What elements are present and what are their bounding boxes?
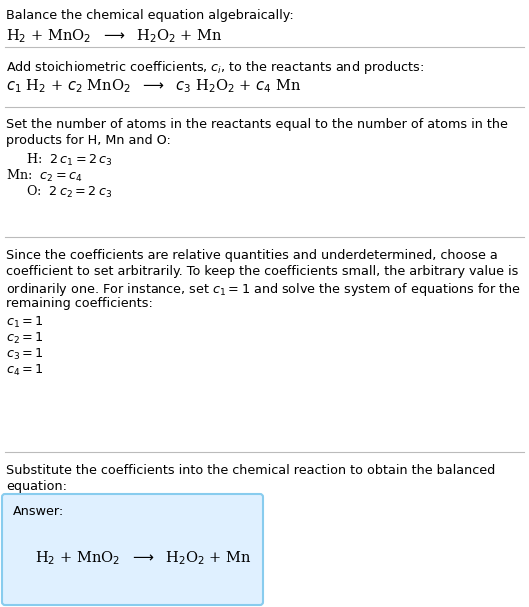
Text: H:  $2\,c_1 = 2\,c_3$: H: $2\,c_1 = 2\,c_3$ xyxy=(18,152,113,168)
Text: $c_1$ H$_2$ + $c_2$ MnO$_2$  $\longrightarrow$  $c_3$ H$_2$O$_2$ + $c_4$ Mn: $c_1$ H$_2$ + $c_2$ MnO$_2$ $\longrighta… xyxy=(6,77,302,95)
Text: ordinarily one. For instance, set $c_1 = 1$ and solve the system of equations fo: ordinarily one. For instance, set $c_1 =… xyxy=(6,281,521,298)
FancyBboxPatch shape xyxy=(2,494,263,605)
Text: coefficient to set arbitrarily. To keep the coefficients small, the arbitrary va: coefficient to set arbitrarily. To keep … xyxy=(6,265,518,278)
Text: $c_2 = 1$: $c_2 = 1$ xyxy=(6,331,44,346)
Text: Answer:: Answer: xyxy=(13,505,64,518)
Text: Add stoichiometric coefficients, $c_i$, to the reactants and products:: Add stoichiometric coefficients, $c_i$, … xyxy=(6,59,424,76)
Text: Mn:  $c_2 = c_4$: Mn: $c_2 = c_4$ xyxy=(6,168,83,184)
Text: equation:: equation: xyxy=(6,480,67,493)
Text: H$_2$ + MnO$_2$  $\longrightarrow$  H$_2$O$_2$ + Mn: H$_2$ + MnO$_2$ $\longrightarrow$ H$_2$O… xyxy=(6,27,223,45)
Text: Since the coefficients are relative quantities and underdetermined, choose a: Since the coefficients are relative quan… xyxy=(6,249,498,262)
Text: H$_2$ + MnO$_2$  $\longrightarrow$  H$_2$O$_2$ + Mn: H$_2$ + MnO$_2$ $\longrightarrow$ H$_2$O… xyxy=(35,549,252,567)
Text: Balance the chemical equation algebraically:: Balance the chemical equation algebraica… xyxy=(6,9,294,22)
Text: $c_1 = 1$: $c_1 = 1$ xyxy=(6,315,44,330)
Text: O:  $2\,c_2 = 2\,c_3$: O: $2\,c_2 = 2\,c_3$ xyxy=(18,184,112,200)
Text: $c_4 = 1$: $c_4 = 1$ xyxy=(6,363,44,378)
Text: Substitute the coefficients into the chemical reaction to obtain the balanced: Substitute the coefficients into the che… xyxy=(6,464,495,477)
Text: remaining coefficients:: remaining coefficients: xyxy=(6,297,153,310)
Text: Set the number of atoms in the reactants equal to the number of atoms in the: Set the number of atoms in the reactants… xyxy=(6,118,508,131)
Text: $c_3 = 1$: $c_3 = 1$ xyxy=(6,347,44,362)
Text: products for H, Mn and O:: products for H, Mn and O: xyxy=(6,134,171,147)
